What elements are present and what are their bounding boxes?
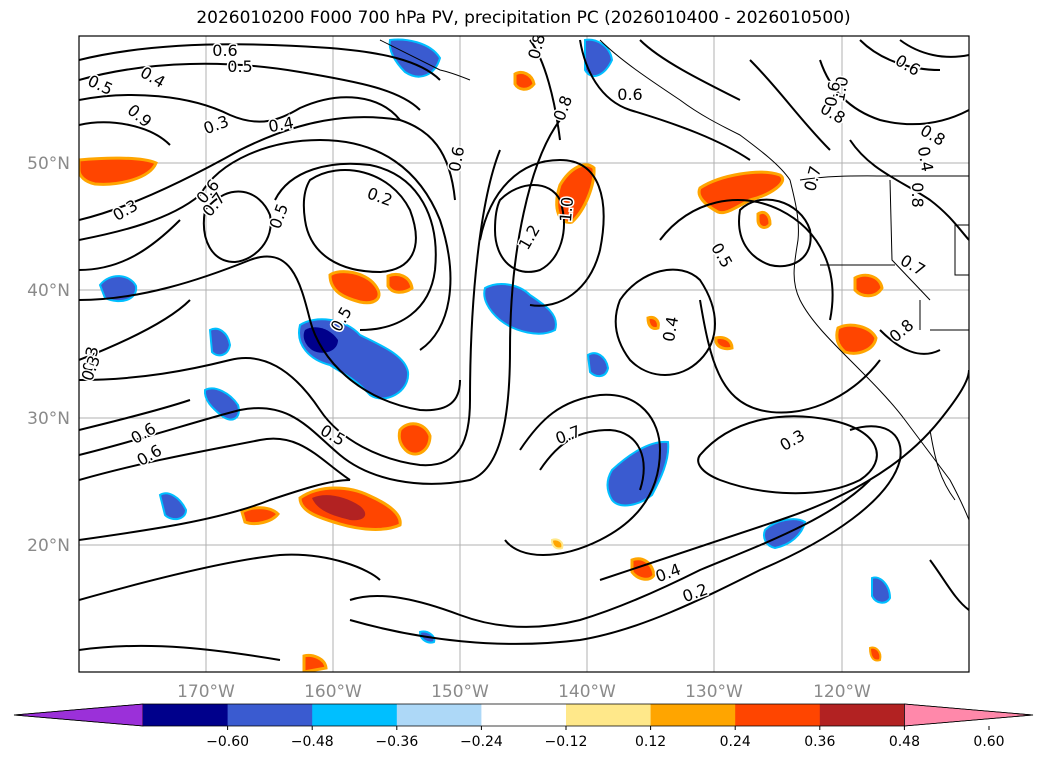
precip-negative-region <box>388 38 442 78</box>
precip-positive-region <box>328 270 381 305</box>
precip-positive-region <box>312 495 366 521</box>
map-area <box>79 36 969 672</box>
contour-label: 0.3 <box>79 345 102 373</box>
colorbar-segment <box>566 704 652 726</box>
colorbar-tick-label: 0.36 <box>804 734 835 750</box>
precip-negative-region <box>303 327 338 353</box>
precip-positive-region <box>550 538 564 550</box>
precip-negative-region <box>586 352 610 378</box>
lat-axis: 50°N 40°N 30°N 20°N <box>27 154 70 556</box>
colorbar-segment <box>312 704 398 726</box>
contour-label: 0.4 <box>914 145 937 173</box>
contour-label: 0.8 <box>908 182 927 207</box>
lat-label: 20°N <box>27 536 70 556</box>
lat-label: 30°N <box>27 409 70 429</box>
precip-positive-region <box>555 163 596 224</box>
lat-label: 50°N <box>27 154 70 174</box>
lon-axis: 170°W 160°W 150°W 140°W 130°W 120°W <box>177 682 871 702</box>
precip-negative-region <box>208 327 232 357</box>
colorbar-tick-label: 0.12 <box>635 734 666 750</box>
lat-label: 40°N <box>27 281 70 301</box>
precip-negative-region <box>158 492 188 521</box>
colorbar-tick-label: −0.24 <box>460 734 503 750</box>
contour-label: 1.0 <box>556 196 577 223</box>
colorbar-outline <box>13 703 1034 727</box>
coastlines <box>379 39 969 521</box>
colorbar-tick-label: 0.48 <box>889 734 920 750</box>
colorbar-tick-label: −0.60 <box>206 734 249 750</box>
precip-positive-region <box>240 506 280 526</box>
precip-positive-region <box>853 273 884 298</box>
precip-positive-region <box>714 336 734 351</box>
lon-label: 140°W <box>558 682 616 702</box>
colorbar-segment <box>481 704 567 726</box>
map-title: 2026010200 F000 700 hPa PV, precipitatio… <box>196 8 851 28</box>
precip-positive-region <box>646 316 660 330</box>
precip-positive-region <box>302 654 328 672</box>
colorbar-tick-label: −0.12 <box>545 734 588 750</box>
precip-positive-region <box>79 156 158 186</box>
colorbar-tick-label: −0.48 <box>291 734 334 750</box>
colorbar-segment <box>819 704 905 726</box>
precip-positive-region <box>397 422 432 456</box>
precip-positive-region <box>386 273 414 294</box>
colorbar-tick-label: 0.60 <box>973 734 1004 750</box>
lon-label: 170°W <box>177 682 235 702</box>
precip-negative-region <box>871 576 892 604</box>
lon-label: 130°W <box>685 682 743 702</box>
map-frame <box>78 35 970 673</box>
colorbar-segment <box>143 704 229 726</box>
colorbar-tick-label: 0.24 <box>720 734 751 750</box>
colorbar-extend-low <box>13 703 144 727</box>
lon-label: 120°W <box>813 682 871 702</box>
precip-negative-region <box>584 38 614 78</box>
precip-positive-region <box>868 646 882 662</box>
colorbar-segment <box>650 704 736 726</box>
colorbar-segment <box>735 704 821 726</box>
precip-negative-region <box>98 275 138 303</box>
contour-label: 0.6 <box>212 41 237 60</box>
colorbar-tick-label: −0.36 <box>375 734 418 750</box>
colorbar-extend-high <box>904 703 1034 727</box>
contour-label: 0.6 <box>445 145 468 173</box>
colorbar-segment <box>396 704 482 726</box>
lon-label: 160°W <box>304 682 362 702</box>
colorbar: −0.60 −0.48 −0.36 −0.24 −0.12 0.12 0.24 0.36 0.4… <box>13 703 1034 750</box>
contour-label: 0.6 <box>617 85 642 104</box>
precip-positive-region <box>756 210 772 229</box>
colorbar-segment <box>227 704 313 726</box>
precip-negative-region <box>483 283 557 335</box>
contour-label: 0.5 <box>227 57 252 76</box>
pv-contours <box>79 39 969 661</box>
precip-positive-region <box>513 70 536 91</box>
lon-label: 150°W <box>431 682 489 702</box>
precip-positive-region <box>835 323 878 355</box>
